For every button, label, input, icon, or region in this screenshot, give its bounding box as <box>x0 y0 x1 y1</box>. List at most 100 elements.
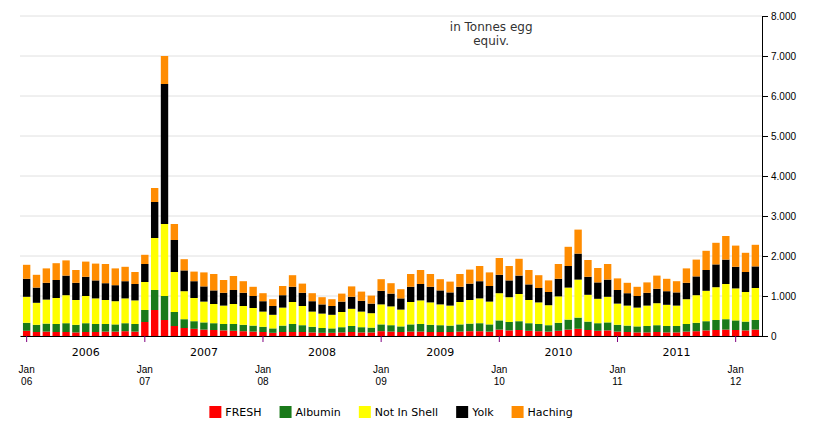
bar-segment <box>545 292 552 305</box>
bar-segment <box>643 326 650 332</box>
bar-segment <box>190 321 197 329</box>
legend-label: Albumin <box>296 406 341 419</box>
bar-segment <box>240 306 247 325</box>
bar-segment <box>338 302 345 312</box>
bar-segment <box>722 319 729 329</box>
tick-label-line: Jan <box>255 364 271 375</box>
bar-segment <box>742 272 749 292</box>
bar-segment <box>387 332 394 336</box>
bar-segment <box>289 275 296 287</box>
bar-segment <box>584 322 591 330</box>
grid <box>20 16 762 336</box>
bar-segment <box>102 332 109 336</box>
bar-segment <box>693 295 700 323</box>
bar-segment <box>584 277 591 295</box>
bar-segment <box>102 264 109 283</box>
bar-segment <box>633 308 640 327</box>
tick-mark <box>262 336 263 342</box>
tick-label-line: 06 <box>21 376 33 387</box>
bar-segment <box>407 332 414 336</box>
tick-label: 8.000 <box>771 11 796 22</box>
bar-segment <box>693 331 700 336</box>
bar-segment <box>348 326 355 332</box>
bar-segment <box>565 320 572 330</box>
bar-segment <box>62 260 69 275</box>
bar-segment <box>683 283 690 299</box>
bar-segment <box>604 280 611 297</box>
bar-segment <box>486 286 493 302</box>
bar-segment <box>23 323 30 331</box>
bar-segment <box>259 332 266 336</box>
bar-segment <box>466 324 473 332</box>
bar-segment <box>52 332 59 336</box>
bar-segment <box>525 300 532 323</box>
bar-segment <box>62 276 69 296</box>
bar-segment <box>702 330 709 336</box>
bar-segment <box>505 280 512 297</box>
bar-segment <box>131 324 138 332</box>
bar-segment <box>437 332 444 336</box>
bar-segment <box>43 332 50 336</box>
bar-segment <box>565 330 572 336</box>
bar-segment <box>742 253 749 272</box>
bar-segment <box>299 306 306 325</box>
tick-mark <box>762 216 768 217</box>
bar-segment <box>574 280 581 318</box>
bar-segment <box>594 268 601 282</box>
bar-segment <box>269 299 276 306</box>
bar-segment <box>309 293 316 301</box>
tick-label: 7.000 <box>771 51 796 62</box>
bar-segment <box>515 294 522 321</box>
bar-segment <box>722 284 729 319</box>
tick-label: 0 <box>771 331 777 342</box>
bar-segment <box>121 281 128 298</box>
tick-label: Jan08 <box>255 364 271 387</box>
axis-line <box>763 17 769 337</box>
bar-segment <box>397 332 404 336</box>
bar-segment <box>486 272 493 286</box>
bar-segment <box>230 331 237 336</box>
bar-segment <box>279 332 286 336</box>
bar-segment <box>427 332 434 336</box>
annotation: 2007 <box>190 346 218 359</box>
bar-segment <box>348 286 355 296</box>
bar-segment <box>82 277 89 296</box>
bar-segment <box>43 324 50 332</box>
tick: 1.000 <box>762 291 796 302</box>
bar-segment <box>594 323 601 331</box>
bar-segment <box>476 298 483 323</box>
bar-segment <box>112 301 119 324</box>
bar-segment <box>210 304 217 323</box>
tick-label-line: Jan <box>19 364 35 375</box>
bar-segment <box>269 306 276 315</box>
bar-segment <box>407 302 414 324</box>
tick-mark <box>762 96 768 97</box>
bar-segment <box>358 292 365 301</box>
bar-segment <box>161 56 168 84</box>
bar-segment <box>505 266 512 280</box>
bar-segment <box>732 267 739 289</box>
legend-label: Haching <box>528 406 573 419</box>
bar-segment <box>476 323 483 331</box>
bar-segment <box>151 310 158 336</box>
bar-segment <box>309 301 316 311</box>
chart: 01.0002.0003.0004.0005.0006.0007.0008.00… <box>0 0 816 434</box>
legend-item: Yolk <box>456 406 494 419</box>
tick-label: Jan07 <box>137 364 153 387</box>
tick-mark <box>617 336 618 342</box>
bar-segment <box>131 300 138 324</box>
legend: FRESHAlbuminNot In ShellYolkHaching <box>209 406 572 419</box>
bar-segment <box>555 331 562 336</box>
bar-segment <box>732 288 739 320</box>
y-axis: 01.0002.0003.0004.0005.0006.0007.0008.00… <box>762 11 796 342</box>
bar-segment <box>240 293 247 306</box>
legend-label: FRESH <box>225 406 261 419</box>
bar-segment <box>92 332 99 336</box>
bar-segment <box>387 306 394 325</box>
bar-segment <box>446 326 453 332</box>
bar-segment <box>456 274 463 287</box>
bar-segment <box>456 287 463 302</box>
bar-segment <box>259 327 266 332</box>
bar-segment <box>693 276 700 295</box>
bar-segment <box>683 299 690 324</box>
